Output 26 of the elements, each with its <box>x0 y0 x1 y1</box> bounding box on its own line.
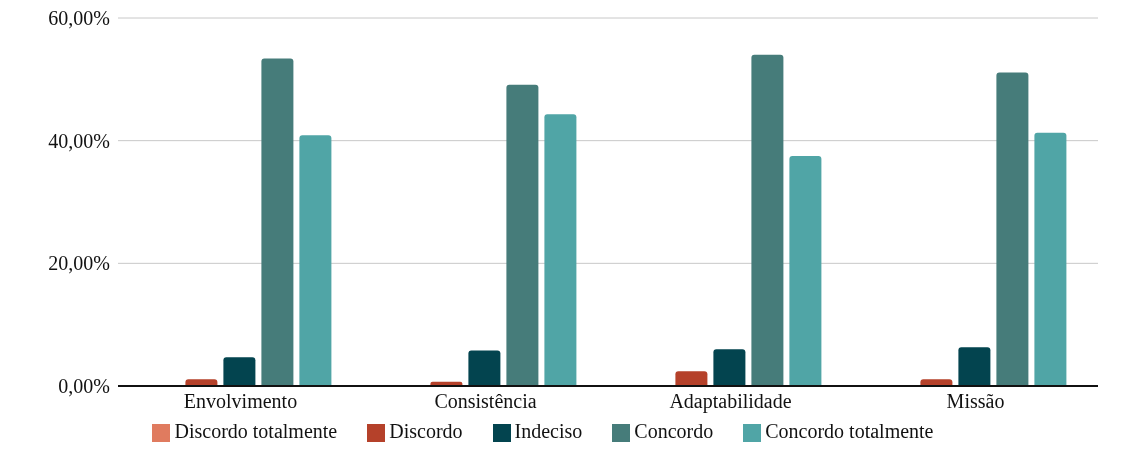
bar <box>958 347 991 386</box>
legend-label: Discordo <box>389 420 463 442</box>
bar <box>789 156 822 386</box>
bar <box>996 72 1029 386</box>
x-tick-label: Missão <box>946 390 1005 413</box>
x-tick-label: Adaptabilidade <box>669 390 792 414</box>
legend-label: Concordo totalmente <box>765 420 934 442</box>
bar <box>223 357 256 386</box>
bar <box>468 350 501 386</box>
y-tick-label: 0,00% <box>58 375 110 398</box>
bar <box>544 114 577 386</box>
x-tick-label: Consistência <box>434 390 537 413</box>
bar <box>713 349 746 386</box>
legend-label: Concordo <box>634 420 714 442</box>
bar <box>261 58 294 386</box>
legend-label: Discordo totalmente <box>174 420 338 442</box>
y-tick-label: 60,00% <box>48 7 110 30</box>
bar <box>751 54 784 386</box>
bar <box>299 135 332 386</box>
bar <box>506 84 539 386</box>
y-tick-label: 20,00% <box>48 252 110 275</box>
y-tick-label: 40,00% <box>48 129 110 152</box>
x-tick-label: Envolvimento <box>183 390 298 413</box>
bar <box>675 371 708 386</box>
legend-label: Indeciso <box>514 420 583 442</box>
bar <box>1034 132 1067 386</box>
